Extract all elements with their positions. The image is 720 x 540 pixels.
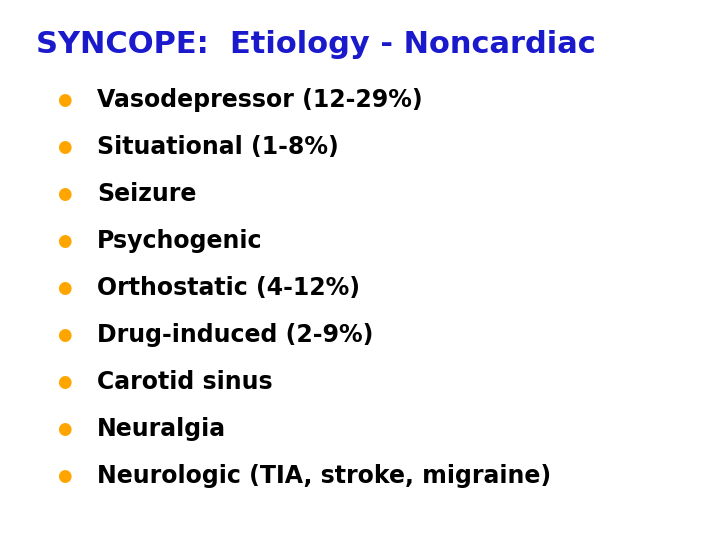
Text: ●: ● [58,467,72,485]
Text: Carotid sinus: Carotid sinus [97,370,273,394]
Text: SYNCOPE:  Etiology - Noncardiac: SYNCOPE: Etiology - Noncardiac [36,30,595,59]
Text: Vasodepressor (12-29%): Vasodepressor (12-29%) [97,88,423,112]
Text: ●: ● [58,373,72,391]
Text: ●: ● [58,279,72,297]
Text: ●: ● [58,91,72,109]
Text: Drug-induced (2-9%): Drug-induced (2-9%) [97,323,374,347]
Text: Orthostatic (4-12%): Orthostatic (4-12%) [97,276,360,300]
Text: ●: ● [58,232,72,250]
Text: ●: ● [58,420,72,438]
Text: Psychogenic: Psychogenic [97,229,263,253]
Text: Situational (1-8%): Situational (1-8%) [97,135,339,159]
Text: ●: ● [58,138,72,156]
Text: Neurologic (TIA, stroke, migraine): Neurologic (TIA, stroke, migraine) [97,464,552,488]
Text: ●: ● [58,326,72,344]
Text: Neuralgia: Neuralgia [97,417,226,441]
Text: Seizure: Seizure [97,182,197,206]
Text: ●: ● [58,185,72,203]
